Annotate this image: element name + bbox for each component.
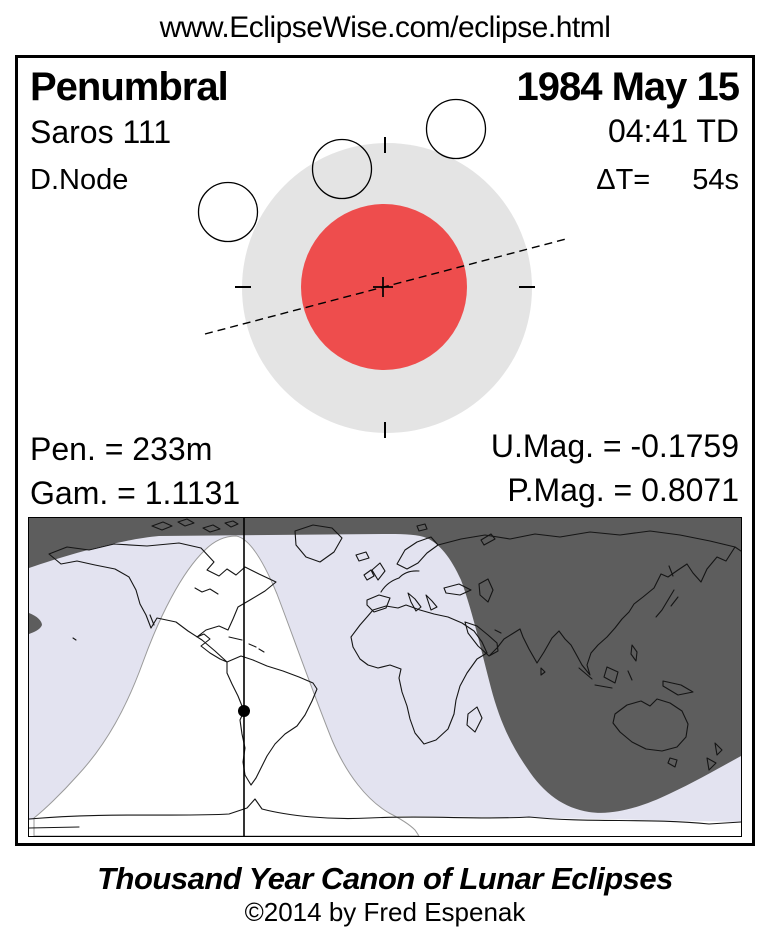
- umbral-magnitude-stat: U.Mag. = -0.1759: [490, 428, 739, 464]
- philippines-coast: [630, 644, 638, 662]
- antarctica-coast: [29, 798, 741, 829]
- eclipse-not-visible-wedge: [29, 613, 42, 634]
- eclipse-card-border: [15, 55, 755, 846]
- greatest-eclipse-time: 04:41 TD: [607, 113, 739, 149]
- page-url-text: www.EclipseWise.com/eclipse.html: [159, 11, 611, 44]
- asia-east-coast: [489, 546, 736, 676]
- black-sea-outline: [443, 583, 472, 596]
- eclipse-type-label: Penumbral: [30, 65, 229, 109]
- north-america-coast: [48, 542, 277, 663]
- gamma-stat: Gam. = 1.1131: [30, 475, 241, 511]
- coastlines: [29, 518, 741, 829]
- delta-t-label: ΔT=: [596, 164, 651, 196]
- saros-label: Saros 111: [30, 114, 172, 150]
- baja-coast: [149, 614, 155, 626]
- new-guinea-coast: [662, 680, 694, 696]
- scandinavia-coast: [396, 536, 439, 570]
- australia-coast: [612, 698, 689, 752]
- britain-coast: [363, 562, 386, 581]
- delta-t-row: ΔT= 54s: [596, 164, 739, 197]
- visibility-world-map: [28, 517, 742, 837]
- arctic-islands: [151, 518, 496, 546]
- node-label: D.Node: [30, 164, 129, 196]
- eclipse-fully-visible-zone: [33, 535, 420, 836]
- new-zealand-coast: [706, 742, 723, 771]
- hawaii-island: [72, 637, 77, 641]
- caribbean-islands: [228, 636, 265, 653]
- asia-north-coast: [437, 530, 741, 552]
- canon-title: Thousand Year Canon of Lunar Eclipses: [97, 861, 673, 896]
- caspian-sea-outline: [478, 578, 494, 603]
- great-lakes: [194, 587, 219, 595]
- penumbral-duration-stat: Pen. = 233m: [30, 431, 213, 467]
- eclipse-date-label: 1984 May 15: [516, 65, 740, 109]
- sub-lunar-point-dot: [238, 705, 250, 717]
- moon-contact-circle-2: [311, 138, 373, 200]
- copyright-text: ©2014 by Fred Espenak: [244, 897, 526, 927]
- moon-contact-circle-3: [425, 98, 487, 160]
- japan-coast: [655, 565, 679, 618]
- arabia-coast: [464, 621, 502, 657]
- eclipse-geometry-diagram: [197, 98, 567, 438]
- iceland-coast: [355, 551, 370, 562]
- iberia-coast: [366, 594, 391, 613]
- moon-contact-circle-1: [197, 181, 259, 243]
- delta-t-value: 54s: [692, 164, 739, 196]
- greece-coast: [425, 594, 438, 611]
- eclipse-not-visible-zone: [29, 518, 741, 813]
- greenland-coast: [294, 524, 343, 563]
- africa-coast: [350, 604, 488, 745]
- tasmania-coast: [667, 757, 678, 768]
- penumbral-magnitude-stat: P.Mag. = 0.8071: [507, 472, 739, 508]
- madagascar-coast: [466, 706, 483, 733]
- indonesia-coast: [540, 666, 633, 689]
- west-europe-coast: [380, 570, 420, 593]
